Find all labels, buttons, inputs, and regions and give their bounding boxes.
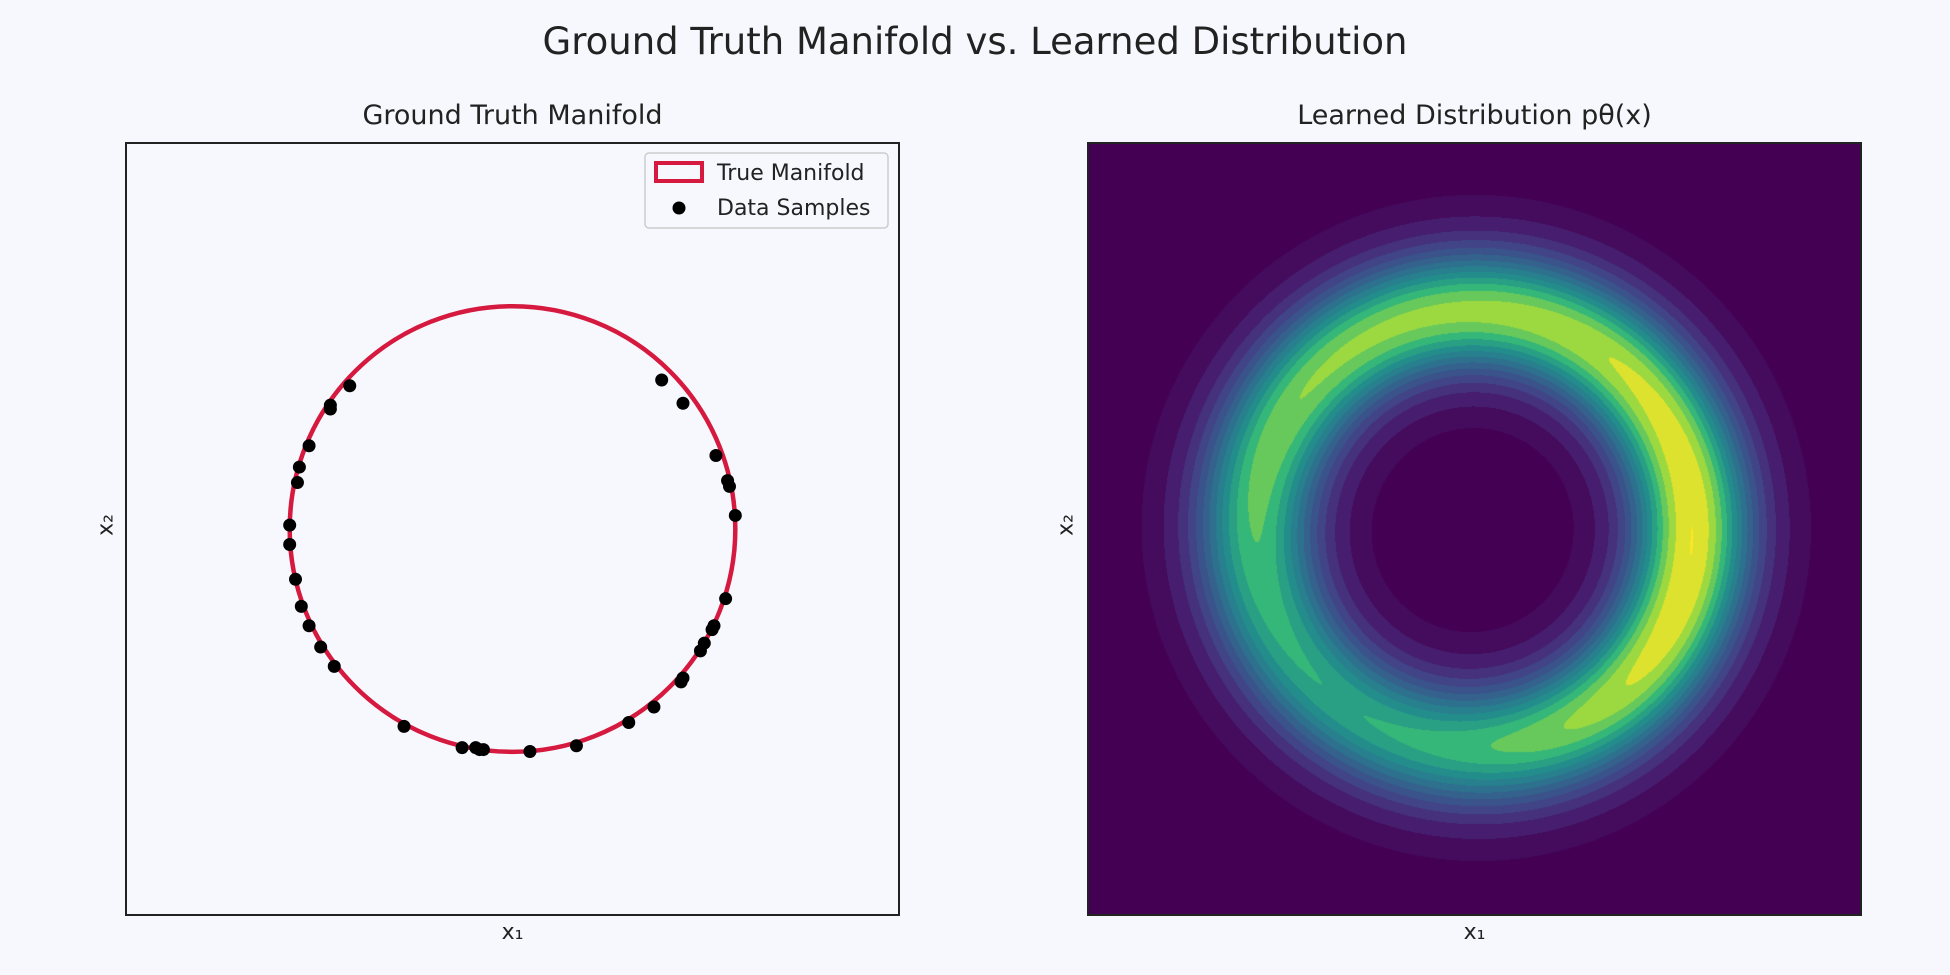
left-plot-ylabel: x₂ [93, 514, 119, 536]
data-sample-point [302, 619, 316, 633]
data-sample-point [323, 398, 337, 412]
data-sample-point [397, 719, 411, 733]
data-sample-point [283, 537, 297, 551]
right-plot-title: Learned Distribution pθ(x) [1297, 100, 1652, 131]
right-plot-ylabel: x₂ [1053, 514, 1079, 536]
data-sample-point [289, 572, 302, 586]
data-sample-point [622, 716, 636, 729]
data-sample-point [723, 479, 736, 493]
legend-manifold-label: True Manifold [716, 161, 865, 186]
legend-samples-marker [672, 201, 686, 215]
legend: True Manifold Data Samples [644, 152, 889, 229]
data-sample-point [728, 508, 742, 522]
left-plot-title: Ground Truth Manifold [362, 100, 663, 131]
data-sample-point [292, 460, 306, 474]
data-sample-point [676, 396, 690, 410]
legend-manifold-swatch [654, 161, 704, 183]
right-plot-xlabel: x₁ [1463, 920, 1486, 945]
figure-title: Ground Truth Manifold vs. Learned Distri… [542, 20, 1408, 63]
data-sample-point [655, 373, 669, 387]
left-plot: True Manifold Data Samples [125, 142, 900, 916]
legend-samples-label: Data Samples [717, 196, 870, 221]
data-sample-point [290, 476, 304, 490]
data-sample-point [302, 439, 316, 453]
data-sample-point [469, 741, 483, 755]
data-sample-point [674, 675, 688, 689]
left-plot-xlabel: x₁ [501, 920, 524, 945]
data-sample-point [709, 448, 723, 462]
left-plot-frame [125, 142, 900, 916]
left-plot-background [125, 142, 900, 916]
data-sample-point [569, 739, 583, 753]
legend-box [644, 152, 889, 229]
data-sample-point [294, 599, 308, 613]
data-sample-point [314, 640, 328, 654]
data-sample-point [455, 741, 469, 755]
data-sample-point [523, 745, 537, 759]
data-sample-point [693, 644, 707, 658]
data-samples-layer [283, 373, 742, 759]
right-plot [1087, 142, 1862, 916]
data-sample-point [327, 659, 341, 673]
data-sample-point [343, 379, 357, 393]
data-sample-point [283, 518, 297, 532]
data-sample-point [705, 623, 719, 637]
density-heatmap [1089, 144, 1860, 914]
data-sample-point [719, 592, 733, 606]
data-sample-point [647, 700, 661, 714]
